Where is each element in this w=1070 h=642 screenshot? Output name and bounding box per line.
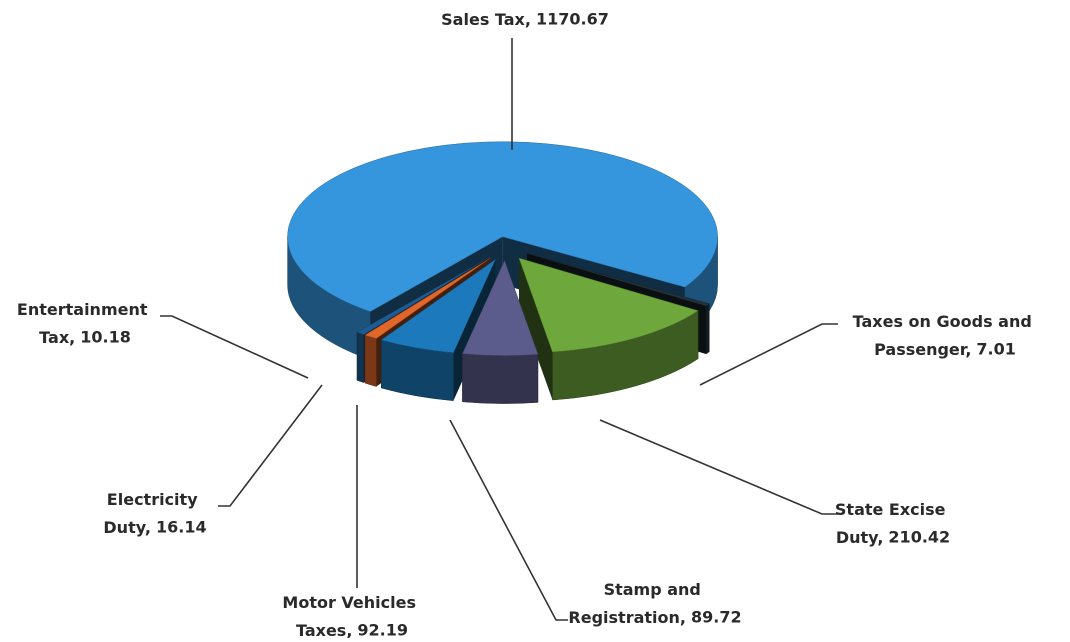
slice-side — [705, 303, 710, 355]
slice — [380, 258, 497, 401]
leader-line — [160, 315, 309, 379]
label-category: State Excise Duty, — [835, 500, 951, 547]
slice — [518, 257, 699, 401]
slice-side — [462, 353, 539, 404]
label-category: Sales Tax, — [441, 10, 531, 29]
label-category: Electricity Duty, — [103, 490, 203, 537]
leader-line — [599, 419, 838, 515]
label-line: Taxes, — [296, 621, 352, 639]
label-line: Stamp and — [604, 580, 707, 599]
label-line: Duty, — [103, 518, 151, 537]
label-line: Motor Vehicles — [282, 593, 421, 612]
label-line: Electricity — [107, 490, 203, 509]
label-value: 1170.67 — [536, 10, 609, 29]
label-line: Entertainment — [17, 300, 153, 319]
label-line: Sales Tax, — [441, 10, 531, 29]
slice-top — [287, 141, 718, 312]
label-value: 210.42 — [888, 528, 950, 547]
slice-top — [356, 257, 490, 335]
slice-cut — [519, 258, 553, 400]
label-line: Registration, — [568, 608, 686, 627]
slice-side — [356, 331, 365, 383]
slice-top — [462, 259, 539, 356]
label-value: 10.18 — [80, 328, 131, 347]
slice-top — [526, 253, 710, 307]
label-category: Taxes on Goods and Passenger, — [853, 312, 1038, 359]
slice-top — [380, 258, 497, 353]
slice-top — [364, 257, 491, 339]
label-category: Stamp and Registration, — [568, 580, 706, 627]
label-value: 92.19 — [357, 621, 408, 639]
label-category: Entertainment Tax, — [17, 300, 153, 347]
label-line: Tax, — [39, 328, 75, 347]
slice-top — [518, 257, 699, 353]
leader-line — [218, 384, 323, 507]
leader-line — [699, 323, 838, 386]
label-value: 7.01 — [976, 340, 1015, 359]
label-line: Duty, — [836, 528, 884, 547]
label-line: Taxes on Goods and — [853, 312, 1038, 331]
label-value: 89.72 — [691, 608, 742, 627]
label-line: Passenger, — [874, 340, 971, 359]
slice-side — [364, 334, 377, 387]
label-value: 16.14 — [156, 518, 207, 537]
label-line: State Excise — [835, 500, 951, 519]
leader-line — [449, 419, 568, 621]
label-category: Motor Vehicles Taxes, — [282, 593, 421, 639]
slice — [462, 259, 539, 404]
